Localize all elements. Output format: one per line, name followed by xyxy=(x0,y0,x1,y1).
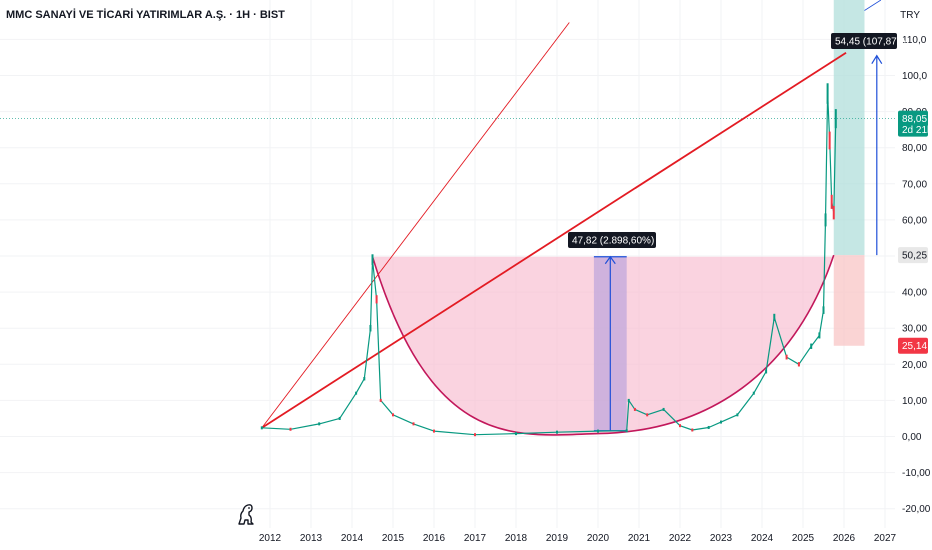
loss-zone xyxy=(833,255,865,346)
x-tick-label: 2021 xyxy=(628,533,651,544)
entry-price-badge-bg xyxy=(898,247,928,264)
price-candle xyxy=(773,313,776,321)
channel-trend-line xyxy=(261,51,847,429)
price-candle xyxy=(752,391,755,395)
y-tick-label: 10,00 xyxy=(902,396,927,407)
x-tick-label: 2013 xyxy=(300,533,323,544)
price-candle xyxy=(691,428,694,432)
price-candle xyxy=(832,205,835,220)
price-candle xyxy=(412,422,415,426)
y-tick-label: 0,00 xyxy=(902,432,922,443)
x-tick-label: 2014 xyxy=(341,533,364,544)
x-tick-label: 2017 xyxy=(464,533,487,544)
price-candle xyxy=(830,194,833,209)
price-candle xyxy=(369,324,372,332)
price-candle xyxy=(625,429,628,433)
y-tick-label: 100,0 xyxy=(902,71,927,82)
price-candle xyxy=(828,131,831,150)
x-tick-label: 2012 xyxy=(259,533,282,544)
projection-arrow-head xyxy=(871,54,883,64)
price-series xyxy=(260,83,837,437)
measure-label-bg xyxy=(568,232,656,248)
measure-label: 47,82 (2.898,60%) 956 xyxy=(572,236,674,247)
price-candle xyxy=(834,109,837,129)
price-candle xyxy=(633,407,636,411)
y-tick-label: 20,00 xyxy=(902,360,927,371)
price-candle xyxy=(826,83,829,104)
price-candle xyxy=(822,306,825,314)
price-candle xyxy=(646,413,649,417)
price-candle xyxy=(810,343,813,349)
steep-trend-line xyxy=(261,22,570,429)
x-tick-label: 2018 xyxy=(505,533,528,544)
price-candle xyxy=(597,429,599,433)
price-candle xyxy=(662,407,665,411)
x-tick-label: 2025 xyxy=(792,533,815,544)
y-tick-label: 30,00 xyxy=(902,324,927,335)
price-candle xyxy=(785,354,788,360)
trend-lines xyxy=(261,0,883,429)
price-candle xyxy=(515,432,517,436)
measure-arrow-head xyxy=(604,255,616,265)
price-candle xyxy=(720,420,722,424)
price-candle xyxy=(797,362,800,367)
cup-curve xyxy=(371,254,835,436)
y-tick-label: 70,00 xyxy=(902,179,927,190)
price-candle xyxy=(824,213,827,227)
axes: 2012 2013 2014 2015 2016 2017 2018 2019 2020 2021… xyxy=(259,35,931,544)
x-tick-label: 2020 xyxy=(587,533,610,544)
price-candle xyxy=(355,391,358,395)
chart-title: MMC SANAYİ VE TİCARİ YATIRIMLAR A.Ş. · 1… xyxy=(6,9,285,21)
y-tick-label: -20,00 xyxy=(902,504,931,515)
price-candle xyxy=(679,424,681,428)
entry-price-badge: 50,25 xyxy=(902,251,927,262)
y-tick-label: 80,00 xyxy=(902,143,927,154)
projection-extension-line xyxy=(864,0,882,11)
y-tick-label: 60,00 xyxy=(902,215,927,226)
current-price-countdown: 2d 21h xyxy=(902,125,932,136)
price-candle xyxy=(627,398,630,402)
x-tick-label: 2015 xyxy=(382,533,405,544)
price-candle xyxy=(379,398,382,402)
target-label: 54,45 (107,87%) xyxy=(835,37,909,48)
x-tick-label: 2024 xyxy=(751,533,774,544)
price-candle xyxy=(371,254,374,265)
price-range-measure xyxy=(593,255,627,432)
price-candle xyxy=(318,422,321,426)
stop-price-badge-bg xyxy=(898,337,928,354)
price-candle xyxy=(260,426,263,430)
price-candle xyxy=(375,295,378,304)
x-tick-label: 2023 xyxy=(710,533,733,544)
price-candle xyxy=(363,377,366,381)
annotation-labels: 47,82 (2.898,60%) 956 54,45 (107,87%) 50,2… xyxy=(568,33,932,354)
current-price-badge-bg xyxy=(898,110,928,137)
current-price-label: 88,05 xyxy=(902,114,927,125)
price-candle xyxy=(707,425,710,429)
x-tick-label: 2019 xyxy=(546,533,569,544)
price-candle xyxy=(338,416,341,420)
price-candle xyxy=(818,332,821,339)
stop-price-badge: 25,14 xyxy=(902,341,927,352)
price-candle xyxy=(765,369,768,374)
price-candle xyxy=(289,427,292,431)
y-tick-label: -10,00 xyxy=(902,468,931,479)
x-tick-label: 2026 xyxy=(833,533,856,544)
tradingview-logo-icon[interactable] xyxy=(236,500,258,526)
x-tick-label: 2022 xyxy=(669,533,692,544)
price-candle xyxy=(736,413,739,417)
price-candle xyxy=(433,429,435,433)
y-tick-label: 110,0 xyxy=(902,35,927,46)
price-candle xyxy=(392,413,394,417)
currency-label[interactable]: TRY xyxy=(900,10,920,21)
y-tick-label: 40,00 xyxy=(902,288,927,299)
price-candle xyxy=(556,430,558,434)
x-tick-label: 2027 xyxy=(874,533,897,544)
target-label-bg xyxy=(831,33,897,49)
x-tick-label: 2016 xyxy=(423,533,446,544)
price-candle xyxy=(474,433,476,437)
